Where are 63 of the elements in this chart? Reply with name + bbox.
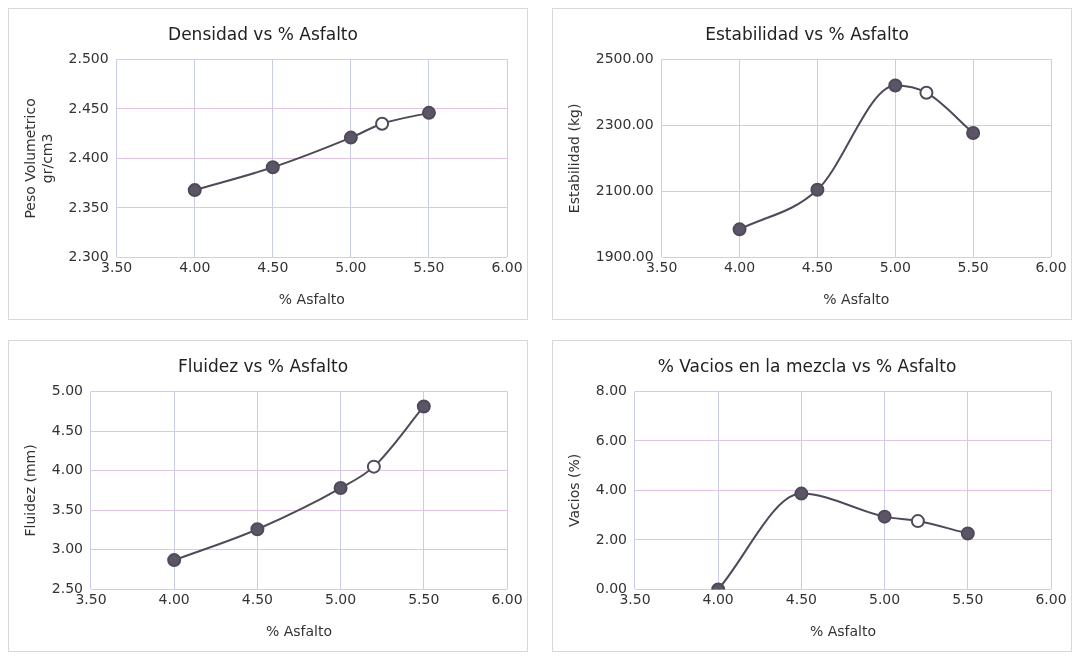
y-tick-label: 2100.00 (595, 182, 654, 199)
x-tick-label: 4.00 (702, 591, 734, 608)
x-tick-label: 6.00 (1035, 259, 1067, 276)
y-tick-label: 2.450 (68, 99, 109, 116)
x-tick-label: 6.00 (1035, 591, 1067, 608)
x-tick-label: 4.50 (257, 259, 289, 276)
point (343, 130, 358, 145)
y-tick-label: 2500.00 (595, 50, 654, 67)
point (187, 183, 202, 198)
x-tick-label: 4.50 (785, 591, 817, 608)
x-tick-label: 5.50 (957, 259, 989, 276)
y-tick-label: 2.400 (68, 149, 109, 166)
point (366, 459, 381, 474)
y-axis-title: Estabilidad (kg) (566, 103, 583, 214)
y-tick-label: 3.00 (51, 540, 83, 557)
point (421, 105, 436, 120)
x-tick-label: 4.00 (158, 591, 190, 608)
x-axis-title: % Asfalto (809, 623, 877, 640)
x-tick-label: 5.50 (408, 591, 440, 608)
chart-title: Densidad vs % Asfalto (168, 23, 358, 44)
chart-title: % Vacios en la mezcla vs % Asfalto (657, 355, 957, 376)
x-tick-label: 6.00 (491, 591, 523, 608)
point (919, 85, 934, 100)
y-axis-title: Fluidez (mm) (22, 444, 39, 537)
point (732, 222, 747, 237)
x-tick-label: 5.00 (335, 259, 367, 276)
x-tick-label: 4.50 (801, 259, 833, 276)
y-tick-label: 8.00 (595, 382, 627, 399)
y-tick-label: 5.00 (51, 382, 83, 399)
point (966, 125, 981, 140)
x-tick-label: 5.50 (413, 259, 445, 276)
y-tick-label: 4.50 (51, 421, 83, 438)
y-axis-title: Peso Volumetrico gr/cm3 (22, 98, 55, 219)
x-axis-title: % Asfalto (265, 623, 333, 640)
point (167, 553, 182, 568)
point (375, 116, 390, 131)
x-tick-label: 6.00 (491, 259, 523, 276)
x-tick-label: 5.00 (325, 591, 357, 608)
y-tick-label: 2.00 (595, 530, 627, 547)
x-tick-label: 4.00 (723, 259, 756, 276)
chart-title: Estabilidad vs % Asfalto (705, 23, 909, 44)
point (810, 182, 825, 197)
x-tick-label: 4.50 (241, 591, 273, 608)
point (416, 399, 431, 414)
x-axis-title: % Asfalto (278, 291, 345, 308)
chart-title: Fluidez vs % Asfalto (177, 355, 349, 376)
point (265, 160, 280, 175)
x-tick-label: 5.50 (952, 591, 984, 608)
y-axis-title: Vacios (%) (566, 453, 583, 527)
x-tick-label: 4.00 (179, 259, 211, 276)
point (250, 522, 265, 537)
y-tick-label: 2.350 (68, 198, 109, 215)
y-tick-label: 4.00 (51, 461, 83, 478)
x-tick-label: 5.00 (869, 591, 901, 608)
point (888, 78, 903, 93)
x-axis-title: % Asfalto (823, 291, 890, 308)
y-tick-label: 4.00 (595, 481, 627, 498)
x-tick-label: 5.00 (879, 259, 911, 276)
y-tick-label: 3.50 (51, 500, 83, 517)
y-tick-label: 2.500 (68, 50, 109, 67)
y-tick-label: 6.00 (595, 431, 627, 448)
y-tick-label: 2300.00 (595, 116, 654, 133)
point (333, 481, 348, 496)
